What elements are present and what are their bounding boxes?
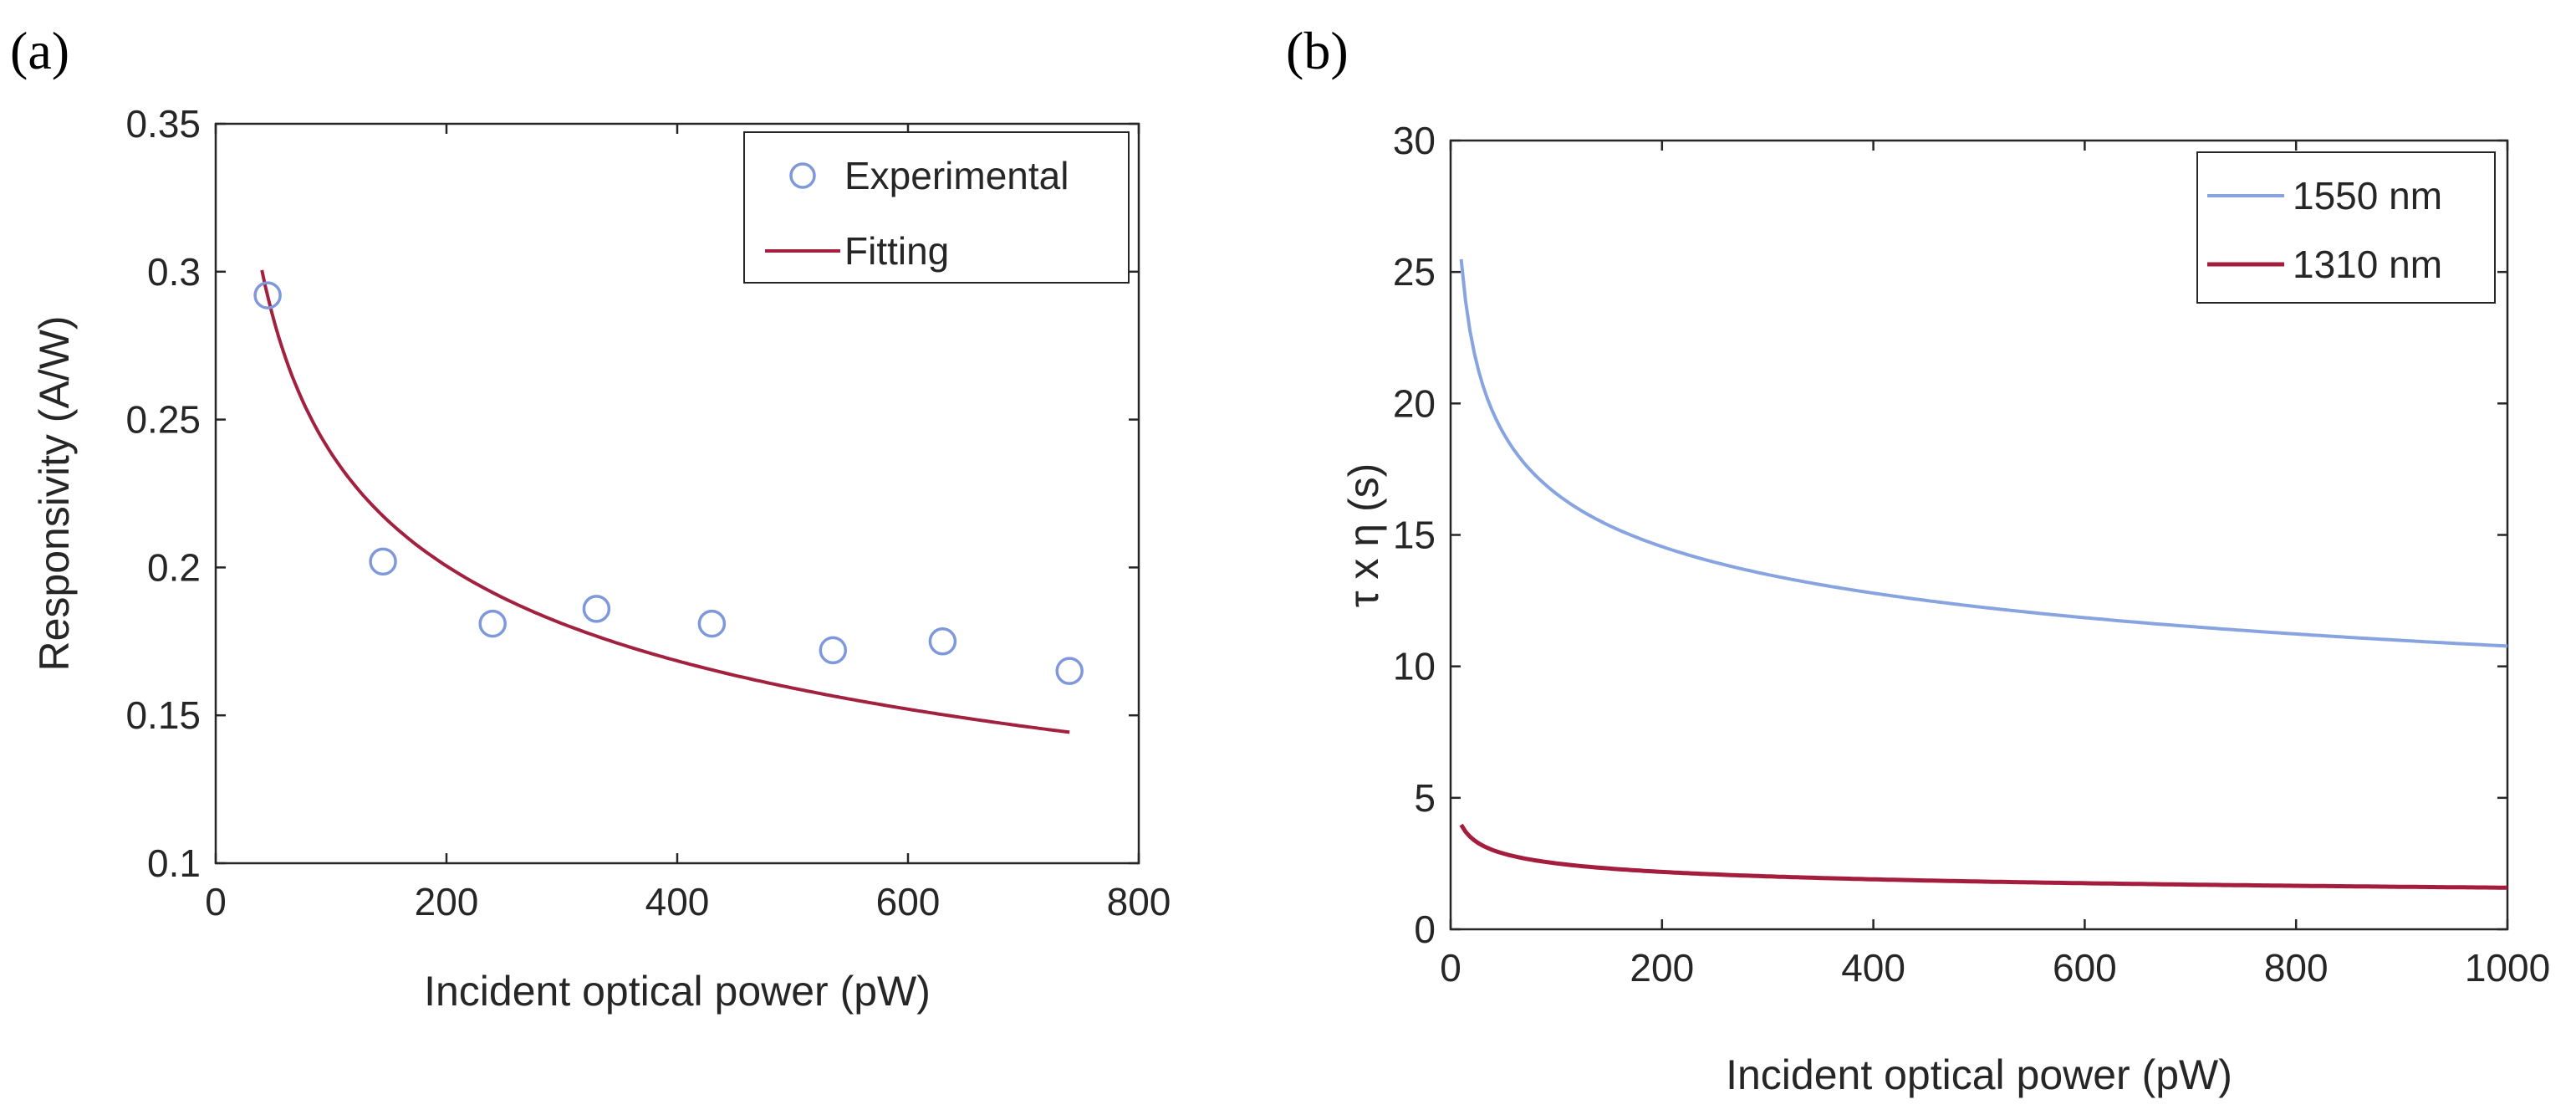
y-tick-label: 0.2 <box>147 545 201 589</box>
x-tick-label: 1000 <box>2465 946 2550 990</box>
legend-experimental-label: Experimental <box>844 154 1069 197</box>
x-tick-label: 200 <box>415 880 479 923</box>
experimental-point <box>819 636 848 665</box>
experimental-point <box>582 595 611 623</box>
experimental-point <box>253 281 282 309</box>
panel-a-x-ticks: 0 200 400 600 800 <box>205 124 1171 923</box>
x-tick-label: 800 <box>1107 880 1171 923</box>
panel-a-label: (a) <box>10 21 69 80</box>
panel-b-x-label: Incident optical power (pW) <box>1726 1051 2232 1098</box>
series-1310nm-line <box>1459 823 2508 890</box>
x-tick-label: 200 <box>1630 946 1694 990</box>
series-1550nm-line <box>1459 258 2508 648</box>
legend-experimental-marker <box>789 162 816 189</box>
legend-1310nm-label: 1310 nm <box>2293 243 2442 286</box>
panel-b-legend: 1550 nm 1310 nm <box>2196 151 2496 304</box>
panel-a: (a) 0 200 400 600 800 0.10.150.20.250.30.35 … <box>10 21 1171 1015</box>
y-tick-label: 25 <box>1393 250 1436 294</box>
panel-b-legend-box <box>2196 151 2496 304</box>
y-tick-label: 0.25 <box>125 398 201 442</box>
y-tick-label: 0.15 <box>125 693 201 737</box>
panel-b: (b) 0 200 400 600 800 1000 0 5 10 15 20 25 30 Incid… <box>1286 21 2550 1098</box>
x-tick-label: 0 <box>1440 946 1461 990</box>
panel-b-x-ticks: 0 200 400 600 800 1000 <box>1440 141 2550 990</box>
y-tick-label: 30 <box>1393 119 1436 162</box>
panel-a-y-label: Responsivity (A/W) <box>31 315 78 671</box>
y-tick-label: 5 <box>1414 776 1436 820</box>
legend-1550nm-label: 1550 nm <box>2293 174 2442 217</box>
experimental-point <box>1055 657 1084 685</box>
panel-a-y-ticks: 0.1 0.15 0.2 0.25 0.3 0.35 <box>125 102 1139 885</box>
panel-b-y-ticks: 0 5 10 15 20 25 30 <box>1393 119 2507 951</box>
y-tick-label: 0.35 <box>125 102 201 146</box>
experimental-point <box>369 547 397 576</box>
y-tick-label: 20 <box>1393 381 1436 425</box>
y-tick-label: 10 <box>1393 645 1436 688</box>
experimental-markers <box>253 281 1084 685</box>
y-tick-label: 0.3 <box>147 250 201 294</box>
fitting-line <box>260 269 1070 734</box>
experimental-point <box>478 609 507 638</box>
y-tick-label: 0.1 <box>147 841 201 885</box>
panel-a-x-label: Incident optical power (pW) <box>424 968 931 1015</box>
panel-b-y-label: τ x η (s) <box>1340 463 1387 608</box>
experimental-point <box>697 609 727 638</box>
x-tick-label: 600 <box>2053 946 2117 990</box>
x-tick-label: 600 <box>876 880 941 923</box>
x-tick-label: 400 <box>1841 946 1905 990</box>
panel-a-legend: Experimental Fitting <box>743 131 1130 284</box>
x-tick-label: 800 <box>2264 946 2329 990</box>
y-tick-label: 0 <box>1414 908 1436 951</box>
panel-a-legend-box <box>743 131 1130 284</box>
experimental-point <box>928 627 957 656</box>
legend-fitting-label: Fitting <box>844 229 949 273</box>
x-tick-label: 400 <box>645 880 710 923</box>
y-tick-label: 15 <box>1393 514 1436 557</box>
x-tick-label: 0 <box>205 880 227 923</box>
panel-b-label: (b) <box>1286 21 1349 80</box>
